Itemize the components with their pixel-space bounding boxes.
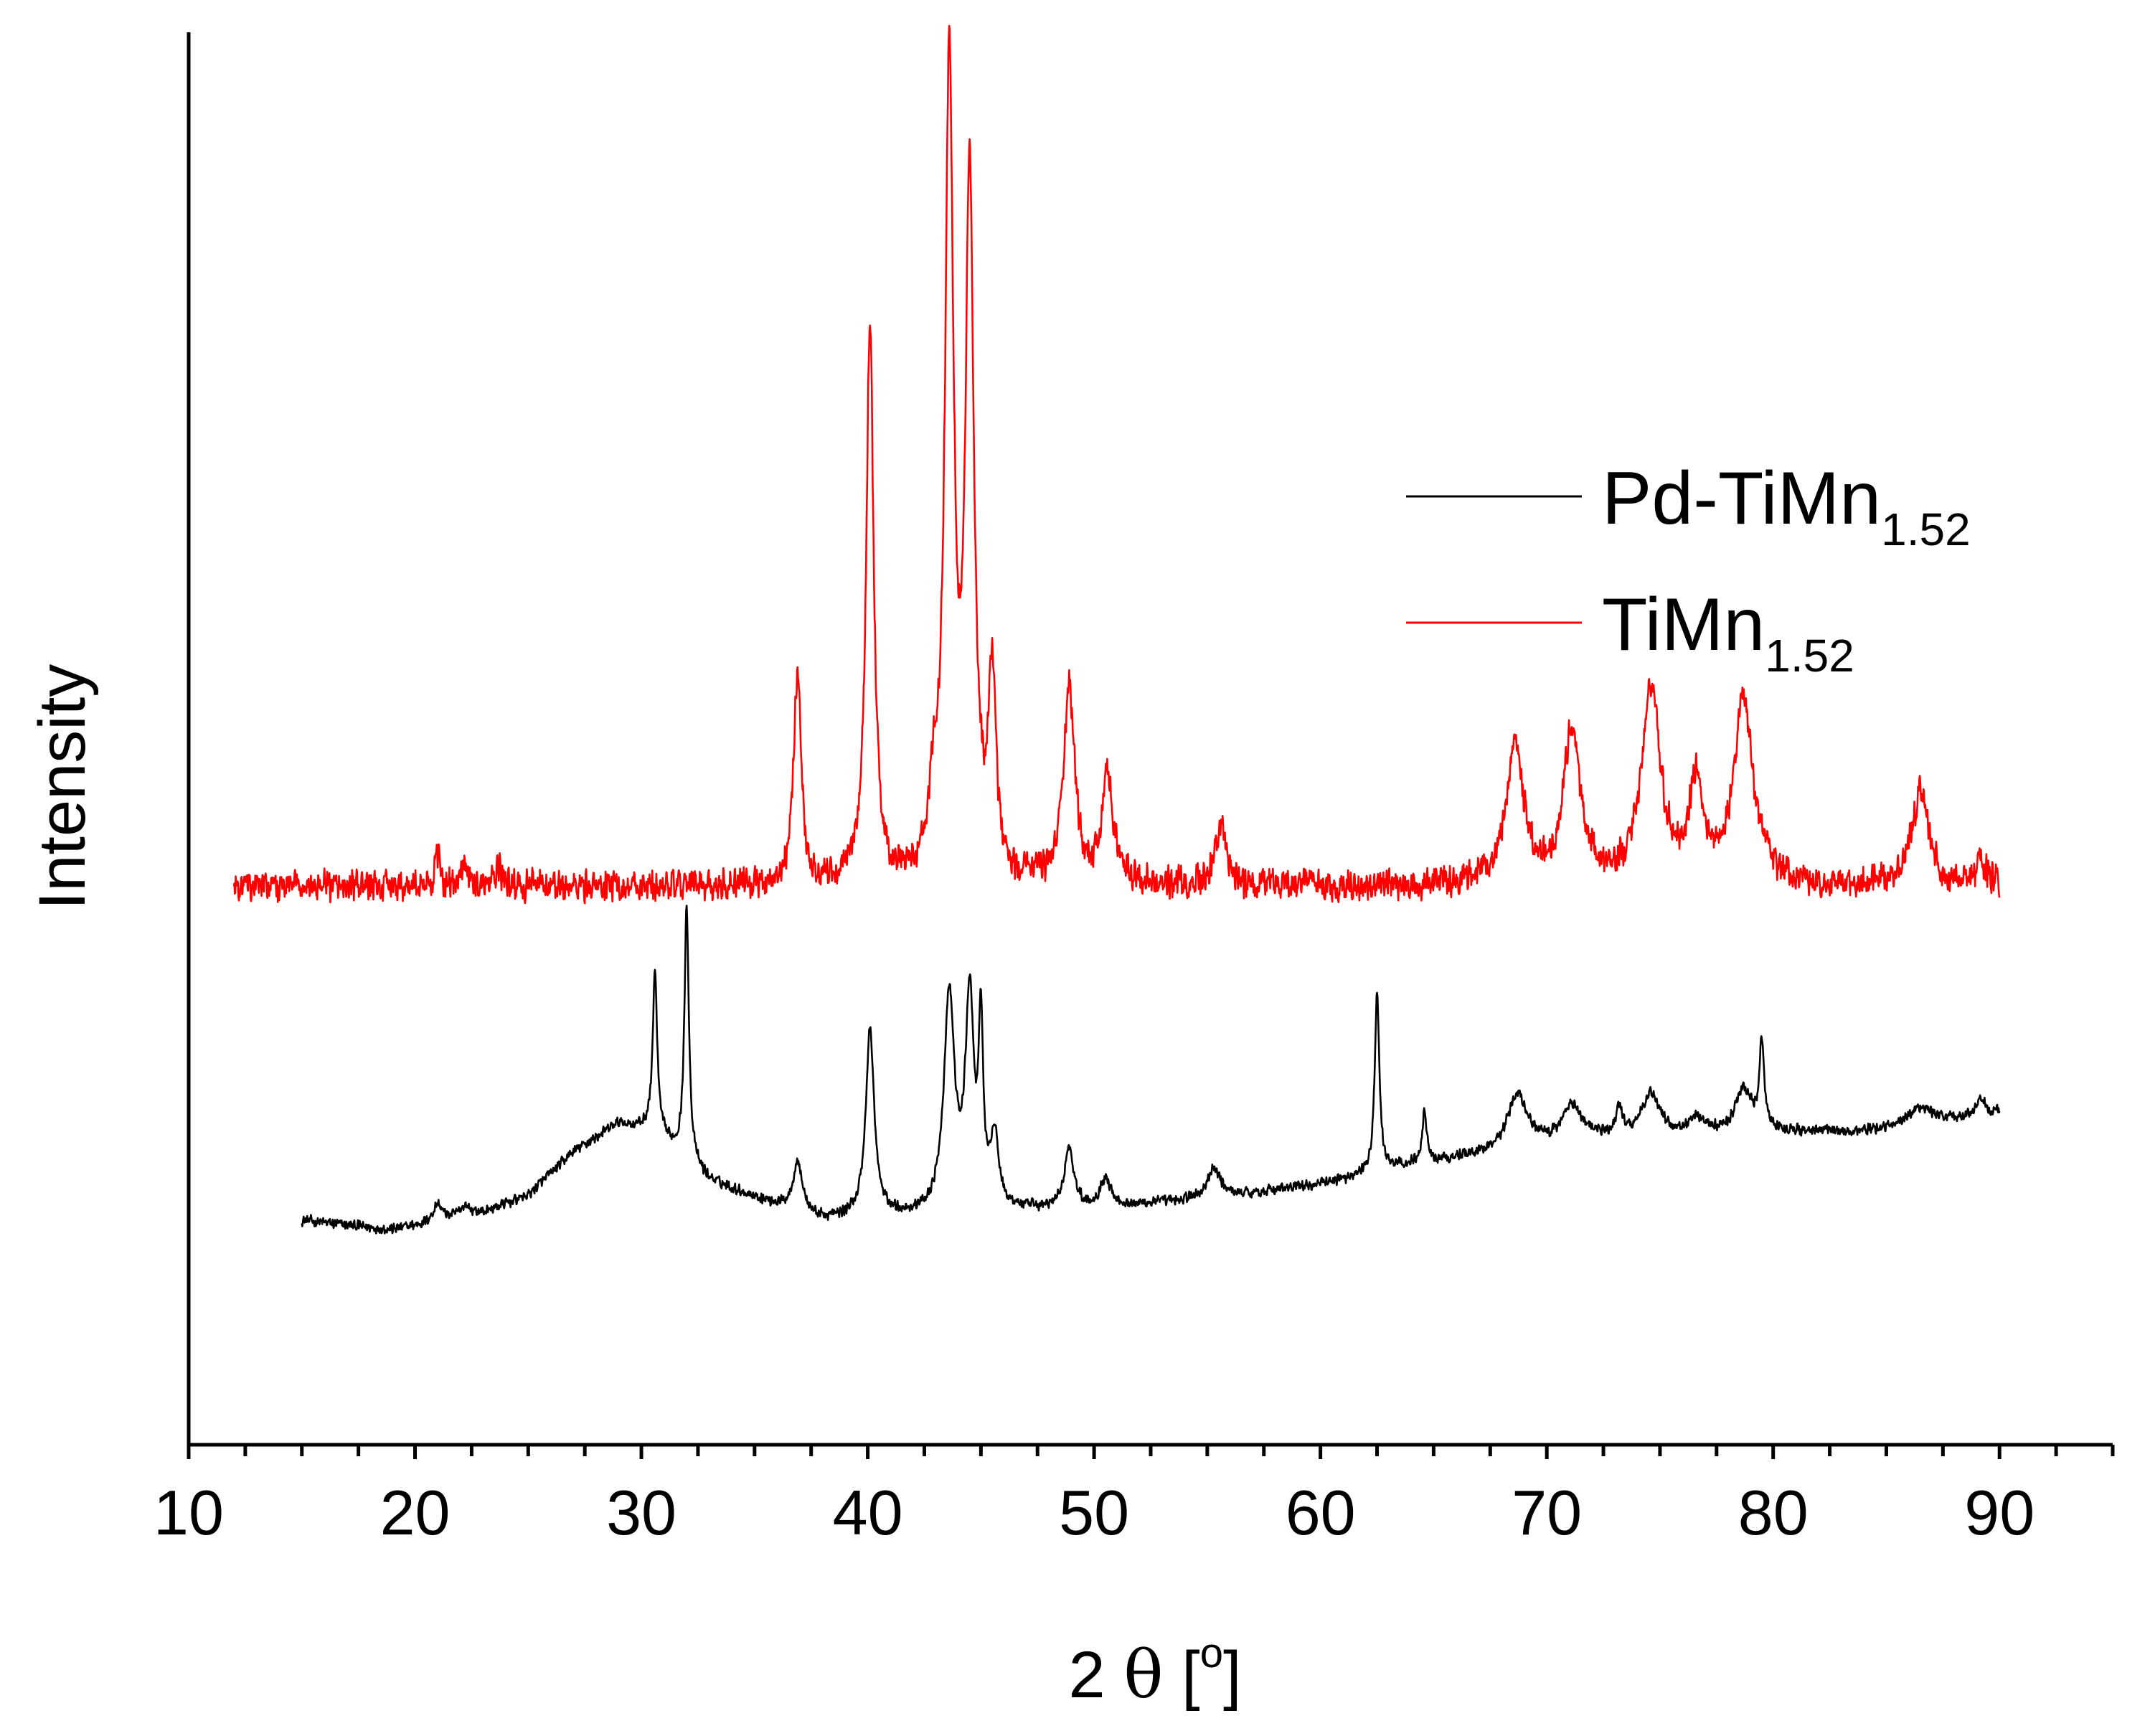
- legend: Pd-TiMn1.52 TiMn1.52: [1406, 457, 1971, 681]
- plot-area: 10 20 30 40 50 60 70 80 90: [154, 24, 2115, 1548]
- x-tick-label: 90: [1964, 1477, 2035, 1548]
- y-axis-title: Intensity: [26, 664, 99, 910]
- x-axis-title-bracket-close: ]: [1223, 1638, 1242, 1712]
- series-line-timn: [232, 24, 2001, 905]
- x-axis-title-degree: o: [1200, 1630, 1223, 1676]
- x-tick-label: 20: [380, 1477, 451, 1548]
- x-axis-title: 2 θ [o]: [1068, 1630, 1241, 1713]
- x-axis-title-prefix: 2: [1068, 1638, 1123, 1712]
- x-tick-label: 60: [1286, 1477, 1356, 1548]
- x-tick-label: 40: [833, 1477, 903, 1548]
- series-line-pd-timn: [301, 905, 2001, 1235]
- x-axis-title-bracket-open: [: [1164, 1638, 1200, 1712]
- x-axis-title-theta: θ: [1123, 1636, 1163, 1713]
- series-layer: [232, 24, 2001, 1235]
- legend-label-timn-sub: 1.52: [1765, 630, 1854, 681]
- x-tick-label: 10: [154, 1477, 224, 1548]
- x-axis-ticks: 10 20 30 40 50 60 70 80 90: [154, 1445, 2115, 1548]
- x-tick-label: 30: [606, 1477, 676, 1548]
- legend-label-pd-timn: Pd-TiMn1.52: [1602, 457, 1971, 555]
- legend-label-timn-main: TiMn: [1602, 583, 1765, 666]
- legend-label-pd-timn-sub: 1.52: [1881, 504, 1971, 555]
- x-tick-label: 70: [1512, 1477, 1582, 1548]
- x-tick-label: 80: [1738, 1477, 1809, 1548]
- legend-label-timn: TiMn1.52: [1602, 583, 1854, 681]
- legend-label-pd-timn-main: Pd-TiMn: [1602, 457, 1881, 540]
- x-tick-label: 50: [1059, 1477, 1129, 1548]
